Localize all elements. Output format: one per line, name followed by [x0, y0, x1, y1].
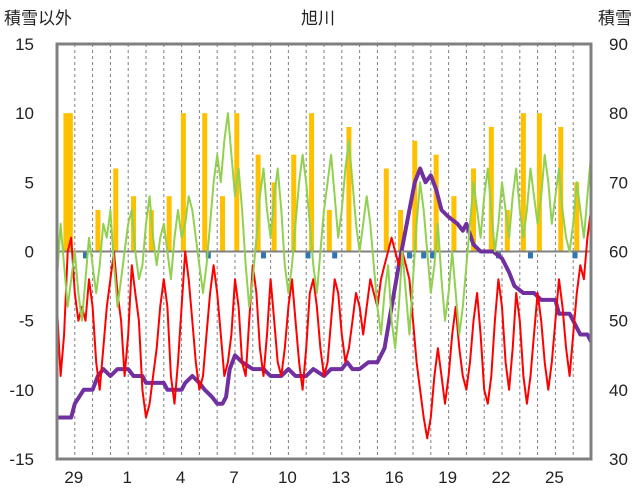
bar: [332, 251, 338, 259]
bar: [82, 251, 88, 259]
x-tick-label: 16: [385, 468, 404, 487]
left-tick-label: -10: [9, 381, 34, 400]
x-tick-label: 29: [64, 468, 83, 487]
bar: [421, 251, 427, 259]
x-tick-label: 22: [492, 468, 511, 487]
bar: [260, 251, 266, 259]
bar: [412, 140, 418, 252]
right-tick-label: 40: [609, 381, 628, 400]
right-axis-label: 積雪: [598, 9, 632, 29]
bar: [202, 113, 208, 252]
left-tick-label: -15: [9, 450, 34, 469]
x-tick-label: 1: [122, 468, 131, 487]
x-tick-label: 7: [229, 468, 238, 487]
x-tick-label: 13: [331, 468, 350, 487]
bar: [255, 154, 261, 252]
bar: [148, 210, 154, 252]
bar: [346, 127, 352, 252]
bar: [309, 113, 315, 252]
left-tick-label: -5: [19, 312, 34, 331]
x-tick-label: 25: [545, 468, 564, 487]
bar: [572, 251, 578, 259]
bar: [471, 168, 477, 252]
bar: [527, 251, 533, 259]
bar: [451, 196, 457, 252]
bar: [113, 168, 119, 252]
series-line-max_temp_green: [57, 112, 591, 350]
bar: [95, 210, 101, 252]
x-tick-label: 19: [438, 468, 457, 487]
left-tick-label: 10: [15, 104, 34, 123]
bar: [291, 154, 297, 252]
x-tick-label: 4: [176, 468, 185, 487]
right-tick-label: 30: [609, 450, 628, 469]
bar: [220, 196, 226, 252]
bar: [574, 182, 580, 252]
bar: [67, 113, 73, 252]
x-tick-label: 10: [278, 468, 297, 487]
bar: [430, 251, 436, 259]
bar: [406, 251, 412, 259]
right-tick-label: 60: [609, 243, 628, 262]
bar: [520, 113, 526, 252]
series-line-min_temp_red: [57, 209, 591, 440]
right-tick-label: 90: [609, 35, 628, 54]
left-axis-label: 積雪以外: [4, 9, 72, 29]
bar: [305, 251, 311, 259]
bar: [166, 196, 172, 252]
chart-title: 旭川: [301, 9, 335, 29]
right-tick-label: 80: [609, 104, 628, 123]
bar: [63, 113, 69, 252]
left-tick-label: 5: [25, 173, 34, 192]
plot-frame: [55, 42, 593, 461]
plot-area: [57, 44, 602, 459]
bar: [271, 182, 277, 252]
right-tick-label: 50: [609, 312, 628, 331]
bar: [536, 113, 542, 252]
bar: [326, 210, 332, 252]
left-tick-label: 0: [25, 243, 34, 262]
series-line-snow_depth_purple: [57, 166, 591, 420]
right-tick-label: 70: [609, 173, 628, 192]
bar: [383, 168, 389, 252]
left-tick-label: 15: [15, 35, 34, 54]
bar: [433, 154, 439, 252]
bar: [398, 210, 404, 252]
bar: [597, 252, 602, 259]
bar: [488, 127, 494, 252]
bar: [180, 113, 186, 252]
